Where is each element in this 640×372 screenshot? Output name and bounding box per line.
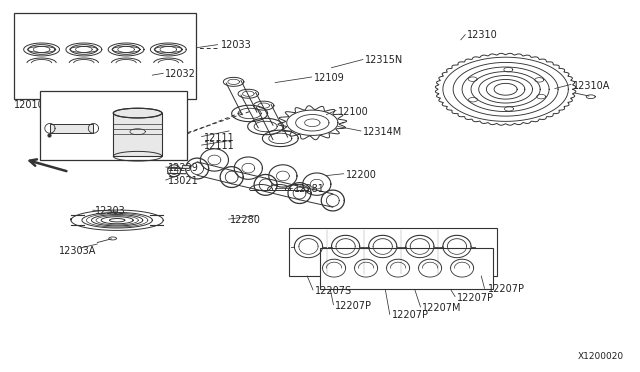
Bar (289, 228, 497, 276)
Text: 12111: 12111 (204, 133, 234, 142)
Text: 12109: 12109 (314, 73, 344, 83)
Text: 12010: 12010 (14, 100, 45, 110)
Text: 12315N: 12315N (365, 55, 403, 65)
Text: 12207P: 12207P (335, 301, 372, 311)
Bar (40, 91, 187, 160)
Bar (50, 124, 93, 133)
Text: 12111: 12111 (204, 141, 234, 151)
Text: 12200: 12200 (346, 170, 376, 180)
Text: 13021: 13021 (168, 176, 198, 186)
Text: 12310A: 12310A (573, 81, 610, 90)
FancyArrowPatch shape (70, 218, 72, 220)
Text: 12299: 12299 (168, 163, 198, 173)
Text: FRONT: FRONT (48, 141, 83, 163)
Text: 12281: 12281 (294, 184, 325, 194)
Text: 12280: 12280 (230, 215, 261, 225)
Bar (14, 13, 196, 99)
Ellipse shape (113, 108, 162, 118)
Text: X1200020: X1200020 (578, 352, 624, 361)
Text: 12207P: 12207P (488, 285, 525, 294)
Bar (320, 248, 493, 289)
Text: 12310: 12310 (467, 31, 498, 40)
Text: 12207P: 12207P (457, 293, 494, 302)
Text: 12207M: 12207M (422, 303, 462, 313)
Text: 12100: 12100 (338, 107, 369, 116)
Text: 12033: 12033 (221, 40, 252, 49)
Text: 12303A: 12303A (59, 246, 96, 256)
Text: 12207P: 12207P (392, 311, 429, 320)
Text: 12032: 12032 (109, 100, 140, 110)
Text: 12303: 12303 (95, 206, 125, 216)
Text: 12207S: 12207S (315, 286, 352, 296)
Bar (182, 165, 189, 168)
Text: 12032: 12032 (165, 70, 196, 79)
Bar (113, 113, 162, 156)
Text: 12314M: 12314M (363, 127, 402, 137)
